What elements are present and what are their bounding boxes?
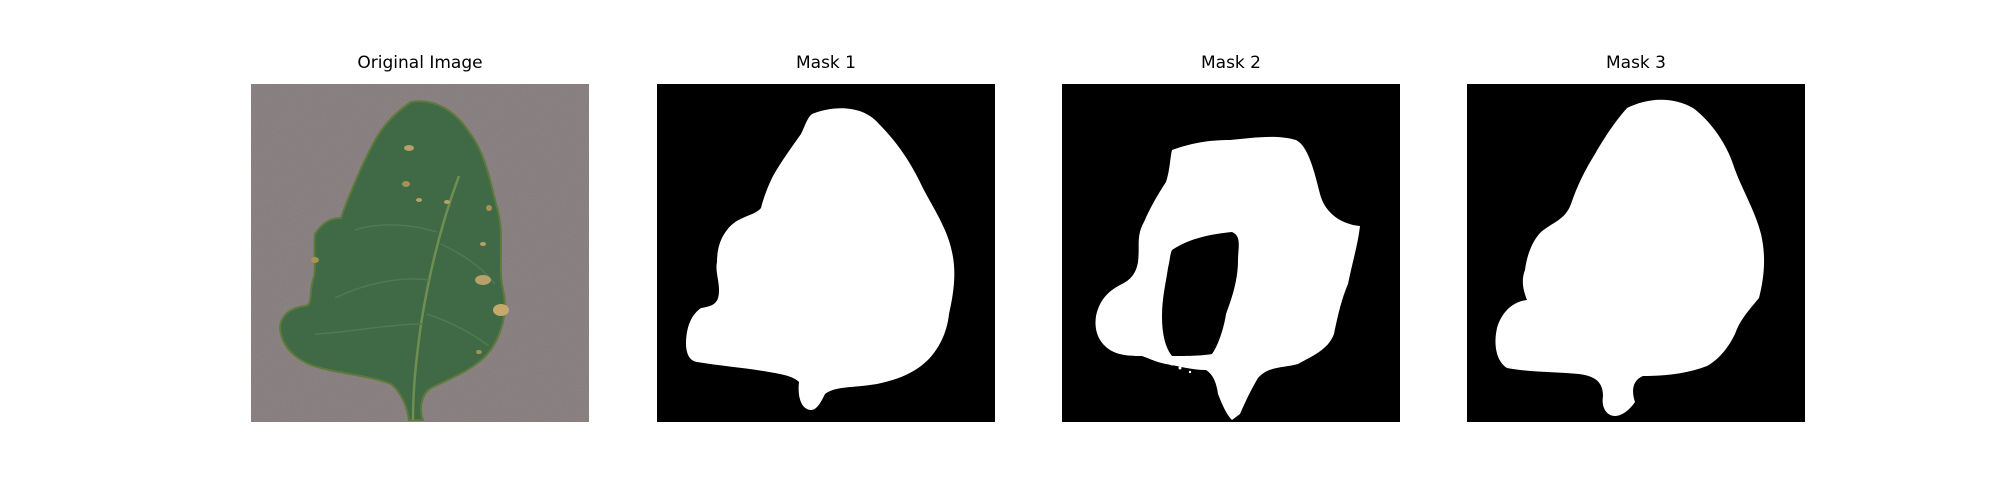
leaf-spot <box>476 350 482 354</box>
mask-2-image <box>1062 84 1400 422</box>
leaf-spot <box>486 205 492 211</box>
mask-1-image <box>657 84 995 422</box>
leaf-shape <box>279 100 506 421</box>
mask-1-title: Mask 1 <box>795 53 856 73</box>
leaf-spot <box>475 275 491 285</box>
leaf-spot <box>402 181 410 187</box>
leaf-midrib <box>411 175 461 421</box>
mask-1-panel: Mask 1 <box>657 53 995 422</box>
original-image <box>251 84 589 422</box>
mask-foreground <box>1095 136 1360 420</box>
leaf-spot <box>311 257 319 263</box>
mask-2-title: Mask 2 <box>1200 53 1261 73</box>
mask-2-panel: Mask 2 <box>1062 53 1400 422</box>
mask-3-title: Mask 3 <box>1605 53 1666 73</box>
leaf-spot <box>480 242 486 246</box>
original-image-panel: Original Image <box>251 53 589 422</box>
leaf-spot <box>416 198 422 202</box>
mask-foreground <box>1495 99 1765 416</box>
leaf-spot <box>444 200 450 204</box>
mask-foreground <box>686 108 955 411</box>
leaf-spot <box>404 145 414 151</box>
leaf-spot <box>493 304 509 316</box>
original-image-title: Original Image <box>357 53 483 73</box>
mask-3-image <box>1467 84 1805 422</box>
mask-3-panel: Mask 3 <box>1467 53 1805 422</box>
